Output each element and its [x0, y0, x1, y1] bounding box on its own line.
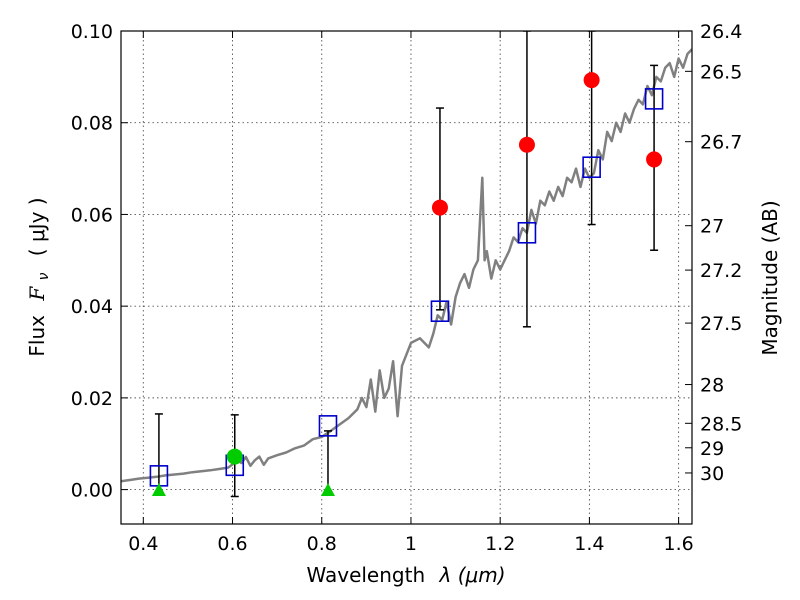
detection-point — [646, 151, 663, 168]
y-tick-label: 0.00 — [71, 480, 113, 502]
y-tick-label: 0.06 — [71, 204, 113, 226]
x-tick-label: 1.6 — [664, 533, 694, 555]
y-tick-label: 0.08 — [71, 113, 113, 135]
model-square-marker — [517, 221, 537, 244]
mag-tick-label: 29 — [700, 438, 724, 460]
plot-area — [121, 31, 692, 498]
detection-point — [518, 136, 535, 153]
sed-model-line — [121, 48, 692, 483]
mag-tick-label: 30 — [700, 463, 724, 485]
y-axis-title-text: Flux — [25, 315, 49, 357]
x-tick-label: 1.2 — [485, 533, 515, 555]
mag-tick-label: 27.5 — [700, 313, 742, 335]
data-layer — [121, 31, 692, 498]
detection-point — [431, 199, 448, 216]
y-axis-title-units: ( μJy ) — [25, 197, 49, 256]
mag-tick-label: 26.5 — [700, 61, 742, 83]
mag-tick-label: 27.2 — [700, 260, 742, 282]
mag-tick-label: 28.5 — [700, 413, 742, 435]
mag-tick-label: 28 — [700, 375, 724, 397]
y-tick-label: 0.04 — [71, 296, 113, 318]
mag-tick-label: 27 — [700, 216, 724, 238]
mag-tick-label: 26.4 — [700, 21, 742, 43]
tick-labels: 0.4 0.6 0.8 1 1.2 1.4 1.6 0.00 0.02 0.04 0.06 0.08 0… — [71, 21, 743, 555]
x-tick-label: 1 — [405, 533, 417, 555]
optical-detection-point — [226, 448, 243, 465]
mag-tick-label: 26.7 — [700, 132, 742, 154]
model-square-marker — [430, 300, 450, 323]
model-square-marker — [582, 156, 601, 179]
y-axis-title-math: F — [25, 286, 49, 302]
x-tick-label: 0.6 — [217, 533, 247, 555]
x-axis-title-math: λ (μm) — [439, 563, 506, 587]
model-square-marker — [318, 415, 338, 437]
x-tick-label: 0.8 — [307, 533, 337, 555]
y-axis-title: Flux F ν ( μJy ) — [25, 197, 53, 356]
grid-lines — [121, 30, 692, 524]
model-square-marker — [644, 88, 664, 110]
detection-point — [583, 72, 600, 89]
upper-limit-triangle — [151, 482, 166, 496]
y-tick-label: 0.10 — [71, 21, 113, 43]
upper-limit-triangle — [320, 482, 335, 496]
plot-frame — [120, 30, 693, 525]
x-tick-label: 1.4 — [574, 533, 604, 555]
x-tick-label: 0.4 — [128, 533, 158, 555]
x-axis-title: Wavelength λ (μm) — [306, 563, 505, 587]
y-tick-label: 0.02 — [71, 388, 113, 410]
y2-axis-title: Magnitude (AB) — [758, 200, 782, 355]
x-axis-title-text: Wavelength — [306, 563, 425, 587]
y-axis-title-sub: ν — [36, 272, 52, 280]
tick-marks — [121, 30, 692, 524]
